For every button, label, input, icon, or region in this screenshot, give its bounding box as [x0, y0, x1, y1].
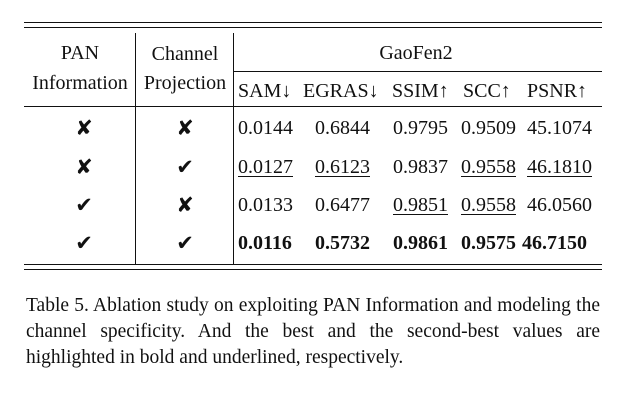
row4-egras: 0.5732: [315, 232, 370, 254]
row2-proj-check-icon: ✔: [176, 155, 194, 179]
row3-sam: 0.0133: [238, 194, 293, 216]
row3-pan-check-icon: ✔: [75, 193, 93, 217]
header-dataset: GaoFen2: [379, 42, 453, 64]
row4-sam: 0.0116: [238, 232, 292, 254]
dataset-underline: [233, 71, 602, 72]
metric-scc: SCC↑: [463, 80, 511, 102]
row4-proj-check-icon: ✔: [176, 231, 194, 255]
row2-egras: 0.6123: [315, 156, 370, 178]
column-separator-2: [233, 33, 234, 264]
header-proj-line1: Channel: [151, 43, 219, 65]
row2-psnr: 46.1810: [527, 156, 592, 178]
row3-ssim: 0.9851: [393, 194, 448, 216]
table-bottom-rule: [24, 264, 602, 265]
row1-ssim: 0.9795: [393, 117, 448, 139]
row4-scc: 0.9575: [461, 232, 516, 254]
row1-pan-cross-icon: ✘: [75, 116, 93, 140]
row1-scc: 0.9509: [461, 117, 516, 139]
row3-psnr: 46.0560: [527, 194, 592, 216]
row2-ssim: 0.9837: [393, 156, 448, 178]
header-rule: [24, 106, 602, 107]
metric-ssim: SSIM↑: [392, 80, 449, 102]
row1-proj-cross-icon: ✘: [176, 116, 194, 140]
table-top-rule-2: [24, 27, 602, 28]
header-pan-line1: PAN: [60, 42, 100, 64]
row3-scc: 0.9558: [461, 194, 516, 216]
row2-pan-cross-icon: ✘: [75, 155, 93, 179]
row4-ssim: 0.9861: [393, 232, 448, 254]
row2-scc: 0.9558: [461, 156, 516, 178]
row4-pan-check-icon: ✔: [75, 231, 93, 255]
row4-psnr: 46.7150: [522, 232, 587, 254]
metric-sam: SAM↓: [238, 80, 292, 102]
row3-egras: 0.6477: [315, 194, 370, 216]
row1-egras: 0.6844: [315, 117, 370, 139]
metric-egras: EGRAS↓: [303, 80, 379, 102]
column-separator-1: [135, 33, 136, 264]
row3-proj-cross-icon: ✘: [176, 193, 194, 217]
row2-sam: 0.0127: [238, 156, 293, 178]
table-top-rule: [24, 22, 602, 23]
row1-sam: 0.0144: [238, 117, 293, 139]
table-caption: Table 5. Ablation study on exploiting PA…: [26, 295, 600, 368]
table-bottom-rule-2: [24, 269, 602, 270]
row1-psnr: 45.1074: [527, 117, 592, 139]
metric-psnr: PSNR↑: [527, 80, 588, 102]
header-proj-line2: Projection: [143, 72, 227, 94]
header-pan-line2: Information: [32, 72, 128, 94]
